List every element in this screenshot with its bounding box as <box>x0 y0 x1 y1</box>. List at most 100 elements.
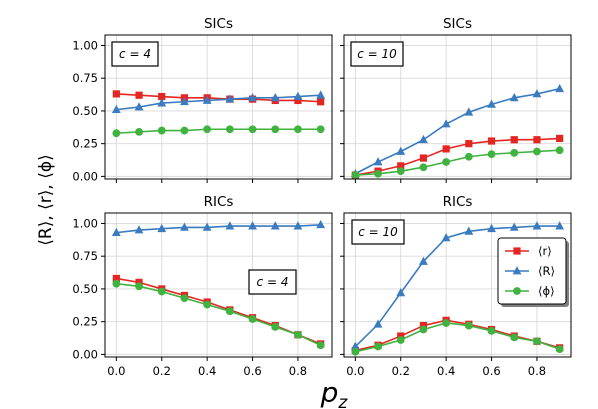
data-point <box>351 171 360 179</box>
data-point <box>419 325 428 334</box>
panel-1: 0.00 0.25 0.50 0.75 1.00 SICs c = 4 <box>72 16 333 183</box>
data-point <box>419 256 428 265</box>
panel-title: RICs <box>443 194 473 210</box>
panel-3: 0.0 0.2 0.4 0.6 0.8 0.00 0.25 0.50 0.75 1.00 RICs c… <box>72 194 333 378</box>
data-point <box>111 104 121 114</box>
y-tick-label: 0.50 <box>72 104 98 118</box>
data-point <box>464 152 473 161</box>
x-tick-label: 0.4 <box>198 364 216 378</box>
data-point <box>465 140 473 148</box>
data-point <box>271 322 280 331</box>
data-point <box>158 92 166 101</box>
data-point <box>225 125 234 134</box>
series-line <box>354 87 560 175</box>
series-line <box>116 94 321 111</box>
data-point <box>419 154 428 162</box>
x-tick-label: 0.2 <box>392 364 410 378</box>
data-point <box>464 107 474 116</box>
data-point <box>112 90 120 98</box>
data-point <box>396 288 406 297</box>
y-tick-label: 0.25 <box>72 137 98 151</box>
data-point <box>487 150 496 159</box>
annotation-text: c = 4 <box>119 47 151 61</box>
data-point <box>441 233 451 242</box>
data-point <box>487 326 496 335</box>
y-tick-label: 0.25 <box>72 315 98 329</box>
data-point <box>397 332 405 340</box>
data-point <box>487 137 496 145</box>
data-point <box>135 282 143 291</box>
data-point <box>442 158 451 166</box>
data-point <box>157 287 166 296</box>
series-line <box>116 282 321 346</box>
data-point <box>111 227 121 237</box>
data-point <box>317 98 325 106</box>
data-point <box>248 125 257 134</box>
data-point <box>373 319 383 328</box>
panel-title: SICs <box>443 16 472 32</box>
data-point <box>510 136 518 144</box>
data-point <box>294 125 302 134</box>
x-tick-label: 0.6 <box>482 364 500 378</box>
series-line <box>354 225 560 348</box>
x-tick-label: 0.8 <box>289 364 307 378</box>
data-point <box>533 136 541 144</box>
data-point <box>157 223 167 233</box>
y-tick-label: 1.00 <box>72 38 98 52</box>
x-tick-label: 0.6 <box>243 364 261 378</box>
data-point <box>350 341 360 350</box>
data-point <box>203 300 212 309</box>
data-point <box>135 127 143 136</box>
data-point <box>441 119 451 128</box>
data-point <box>202 222 212 231</box>
data-point <box>396 336 405 344</box>
data-point <box>180 222 189 231</box>
annotation-text: c = 4 <box>257 275 289 289</box>
y-tick-label: 0.75 <box>72 249 98 263</box>
x-tick-label: 0.2 <box>153 364 171 378</box>
data-point <box>419 163 428 172</box>
data-point <box>180 294 189 302</box>
annotation-text: c = 10 <box>358 225 398 239</box>
data-point <box>556 134 564 143</box>
data-point <box>135 278 143 286</box>
legend-marker <box>513 247 521 255</box>
data-point <box>112 274 120 283</box>
annotation-box <box>248 269 297 295</box>
data-point <box>293 91 303 100</box>
data-point <box>294 330 302 339</box>
annotation-box <box>351 219 405 245</box>
data-point <box>397 162 405 170</box>
x-tick-label: 0.4 <box>437 364 455 378</box>
data-point <box>316 341 325 350</box>
annotation-text: c = 10 <box>357 47 397 61</box>
data-point <box>248 221 257 230</box>
data-point <box>270 93 280 102</box>
x-tick-label: 0.8 <box>528 364 546 378</box>
y-axis-label: ⟨R⟩, ⟨r⟩, ⟨ϕ⟩ <box>36 154 56 245</box>
legend-label: ⟨r⟩ <box>538 244 552 258</box>
x-tick-label: 0.0 <box>346 364 364 378</box>
data-point <box>270 221 280 230</box>
series-line <box>355 137 560 176</box>
data-point <box>202 95 212 104</box>
data-point <box>442 145 450 153</box>
panel-title: RICs <box>204 194 234 210</box>
y-tick-label: 0.00 <box>72 347 98 361</box>
panel-4: 0.0 0.2 0.4 0.6 0.8 RICs c = 10 <box>340 194 572 378</box>
data-point <box>442 319 451 327</box>
series-line <box>116 93 321 103</box>
data-point <box>248 93 257 102</box>
data-point <box>248 315 257 323</box>
y-tick-label: 0.75 <box>72 71 98 85</box>
series-line <box>116 128 321 134</box>
series-line <box>116 223 321 234</box>
data-point <box>180 126 189 135</box>
data-point <box>555 83 565 93</box>
data-point <box>225 221 235 230</box>
data-point <box>555 345 564 354</box>
data-point <box>134 102 144 111</box>
data-point <box>134 225 144 234</box>
data-point <box>293 221 303 230</box>
